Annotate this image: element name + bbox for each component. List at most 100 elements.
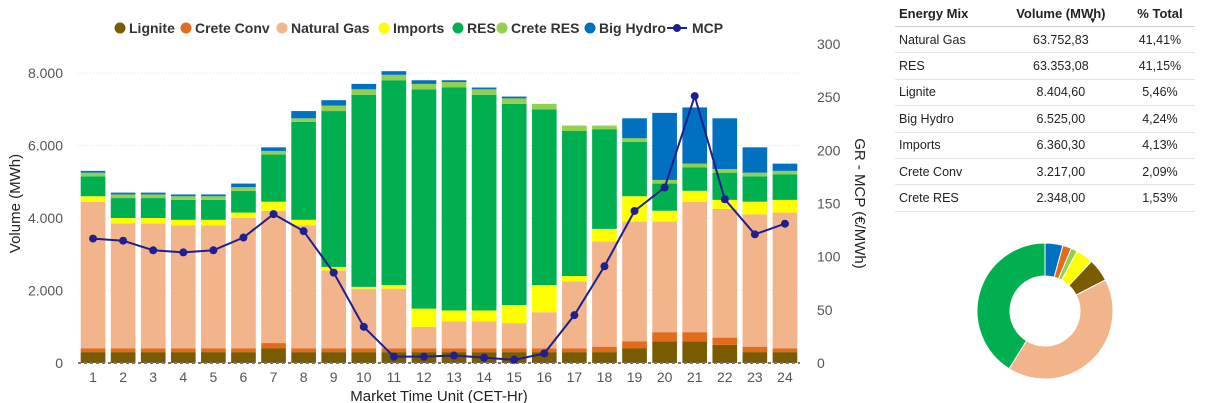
bar-segment-natural-gas[interactable] — [712, 208, 738, 338]
bar-segment-crete-conv[interactable] — [652, 332, 677, 342]
bar-segment-crete-conv[interactable] — [411, 348, 437, 353]
sort-descending-icon[interactable]: ▼ — [1088, 16, 1097, 25]
bar-segment-big-hydro[interactable] — [140, 192, 166, 195]
bar-segment-natural-gas[interactable] — [501, 323, 527, 349]
bar-segment-imports[interactable] — [562, 276, 587, 282]
mcp-point[interactable] — [389, 352, 398, 361]
bar-segment-res[interactable] — [441, 87, 467, 311]
bar-segment-crete-res[interactable] — [201, 196, 226, 200]
bar-segment-lignite[interactable] — [712, 344, 738, 363]
bar-segment-big-hydro[interactable] — [231, 183, 256, 188]
bar-segment-lignite[interactable] — [351, 352, 377, 363]
mcp-point[interactable] — [570, 311, 579, 320]
header-volume[interactable]: Volume (MWh) ▼ — [996, 0, 1125, 27]
bar-segment-imports[interactable] — [291, 219, 316, 226]
bar-segment-res[interactable] — [351, 94, 377, 287]
bar-segment-natural-gas[interactable] — [441, 321, 467, 349]
mcp-point[interactable] — [660, 183, 669, 192]
bar-segment-crete-conv[interactable] — [201, 348, 226, 353]
bar-segment-imports[interactable] — [592, 228, 617, 242]
bar-segment-natural-gas[interactable] — [140, 223, 166, 349]
bar-segment-imports[interactable] — [110, 218, 136, 224]
mcp-point[interactable] — [149, 246, 158, 255]
bar-segment-big-hydro[interactable] — [291, 111, 316, 119]
bar-segment-big-hydro[interactable] — [381, 71, 407, 75]
bar-segment-imports[interactable] — [140, 218, 166, 224]
bar-segment-natural-gas[interactable] — [351, 288, 377, 349]
legend-label-big-hydro[interactable]: Big Hydro — [599, 20, 666, 36]
mcp-point[interactable] — [179, 248, 188, 257]
bar-segment-res[interactable] — [140, 198, 166, 218]
bar-segment-big-hydro[interactable] — [170, 194, 196, 197]
mcp-point[interactable] — [299, 227, 308, 236]
bar-segment-imports[interactable] — [501, 305, 527, 324]
bar-segment-crete-res[interactable] — [231, 187, 256, 191]
bar-segment-natural-gas[interactable] — [201, 225, 226, 349]
bar-segment-crete-res[interactable] — [441, 82, 467, 88]
legend-label-crete-conv[interactable]: Crete Conv — [195, 20, 270, 36]
bar-segment-imports[interactable] — [201, 219, 226, 226]
bar-segment-big-hydro[interactable] — [501, 96, 527, 99]
bar-segment-natural-gas[interactable] — [622, 221, 647, 342]
bar-segment-imports[interactable] — [471, 310, 497, 322]
bar-segment-lignite[interactable] — [592, 352, 617, 363]
bar-segment-natural-gas[interactable] — [170, 225, 196, 349]
bar-segment-imports[interactable] — [742, 201, 768, 215]
bar-segment-res[interactable] — [622, 141, 647, 197]
bar-segment-natural-gas[interactable] — [411, 326, 437, 349]
bar-segment-lignite[interactable] — [140, 352, 166, 363]
bar-segment-res[interactable] — [742, 176, 768, 202]
bar-segment-crete-res[interactable] — [592, 125, 617, 130]
bar-segment-crete-conv[interactable] — [381, 348, 407, 353]
bar-segment-big-hydro[interactable] — [80, 170, 106, 173]
bar-segment-res[interactable] — [562, 131, 587, 276]
bar-segment-crete-conv[interactable] — [231, 348, 256, 353]
bar-segment-lignite[interactable] — [652, 341, 677, 363]
bar-segment-res[interactable] — [411, 89, 437, 309]
bar-segment-crete-conv[interactable] — [501, 348, 527, 353]
bar-segment-crete-conv[interactable] — [261, 343, 286, 349]
bar-segment-crete-conv[interactable] — [110, 348, 136, 353]
bar-segment-crete-res[interactable] — [411, 83, 437, 90]
mcp-point[interactable] — [269, 210, 278, 219]
bar-segment-imports[interactable] — [80, 196, 106, 202]
bar-segment-natural-gas[interactable] — [652, 221, 677, 333]
bar-segment-res[interactable] — [201, 199, 226, 220]
bar-segment-big-hydro[interactable] — [411, 80, 437, 84]
legend-label-lignite[interactable]: Lignite — [129, 20, 175, 36]
bar-segment-crete-res[interactable] — [80, 172, 106, 177]
bar-segment-crete-conv[interactable] — [351, 348, 377, 353]
mcp-point[interactable] — [510, 355, 519, 364]
bar-segment-crete-res[interactable] — [321, 105, 347, 112]
bar-segment-lignite[interactable] — [231, 352, 256, 363]
bar-segment-natural-gas[interactable] — [261, 210, 286, 344]
bar-segment-crete-res[interactable] — [110, 194, 136, 199]
bar-segment-big-hydro[interactable] — [471, 87, 497, 90]
bar-segment-crete-res[interactable] — [140, 194, 166, 199]
legend-label-res[interactable]: RES — [467, 20, 496, 36]
bar-segment-res[interactable] — [261, 154, 286, 202]
bar-segment-big-hydro[interactable] — [110, 192, 136, 195]
bar-segment-crete-conv[interactable] — [772, 348, 798, 353]
bar-segment-res[interactable] — [531, 109, 557, 286]
bar-segment-crete-conv[interactable] — [140, 348, 166, 353]
bar-segment-natural-gas[interactable] — [80, 201, 106, 349]
mcp-point[interactable] — [720, 195, 729, 204]
bar-segment-crete-res[interactable] — [562, 125, 587, 131]
bar-segment-crete-res[interactable] — [712, 169, 738, 173]
bar-segment-lignite[interactable] — [321, 352, 347, 363]
bar-segment-big-hydro[interactable] — [321, 100, 347, 106]
bar-segment-imports[interactable] — [261, 201, 286, 211]
bar-segment-res[interactable] — [501, 103, 527, 305]
bar-segment-crete-res[interactable] — [772, 170, 798, 175]
mcp-point[interactable] — [600, 262, 609, 271]
bar-segment-imports[interactable] — [682, 190, 708, 202]
bar-segment-lignite[interactable] — [772, 352, 798, 363]
bar-segment-crete-conv[interactable] — [592, 346, 617, 353]
bar-segment-big-hydro[interactable] — [682, 107, 708, 164]
bar-segment-imports[interactable] — [441, 310, 467, 322]
bar-segment-crete-conv[interactable] — [742, 346, 768, 353]
mcp-point[interactable] — [89, 234, 98, 243]
legend-label-crete-res[interactable]: Crete RES — [511, 20, 579, 36]
mcp-point[interactable] — [690, 92, 699, 101]
